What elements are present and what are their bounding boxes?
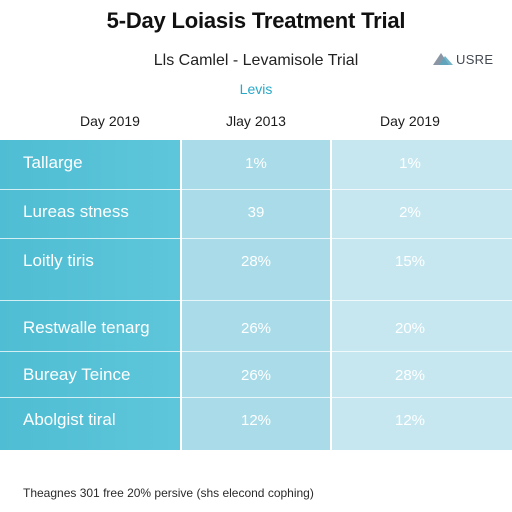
row-label: Bureay Teince: [23, 365, 131, 384]
table-cell: 1%: [245, 155, 267, 172]
results-table: Tallarge 1% 1% Lureas stness 39 2% Loitl…: [0, 140, 512, 450]
row-label: Restwalle tenarg: [23, 318, 150, 337]
column-header-2: Jlay 2013: [226, 113, 286, 129]
logo-triangle-icon: [433, 53, 453, 65]
table-cell: 2%: [399, 204, 421, 221]
row-divider: [0, 238, 512, 239]
table-cell: 26%: [240, 320, 272, 337]
row-divider: [0, 397, 512, 398]
section-tag: Levis: [239, 81, 273, 97]
table-cell: 12%: [394, 412, 426, 429]
table-cell: 39: [247, 204, 265, 221]
brand-logo: USRE: [432, 49, 493, 69]
table-cell: 12%: [240, 412, 272, 429]
table-cell: 1%: [399, 155, 421, 172]
row-label: Abolgist tiral: [23, 410, 116, 429]
row-label: Lureas stness: [23, 202, 129, 221]
row-label: Loitly tiris: [23, 251, 94, 270]
data-column-2: [332, 140, 512, 450]
column-header-3: Day 2019: [380, 113, 440, 129]
table-cell: 26%: [240, 367, 272, 384]
label-column: [0, 140, 180, 450]
page-subtitle: Lls Camlel - Levamisole Trial: [153, 52, 359, 69]
row-label: Tallarge: [23, 153, 83, 172]
row-divider: [0, 300, 512, 301]
column-header-1: Day 2019: [80, 113, 140, 129]
table-cell: 20%: [394, 320, 426, 337]
table-cell: 15%: [394, 253, 426, 270]
table-cell: 28%: [394, 367, 426, 384]
table-cell: 28%: [240, 253, 272, 270]
row-divider: [0, 351, 512, 352]
data-column-1: [182, 140, 330, 450]
row-divider: [0, 189, 512, 190]
footnote: Theagnes 301 free 20% persive (shs eleco…: [23, 486, 314, 500]
logo-text: USRE: [456, 51, 494, 67]
page-title: 5-Day Loiasis Treatment Trial: [106, 8, 406, 33]
